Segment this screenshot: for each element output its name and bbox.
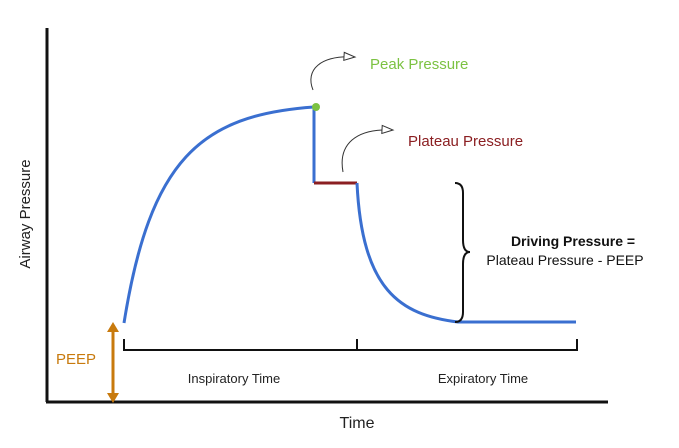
driving-pressure-title: Driving Pressure = — [511, 233, 635, 249]
x-axis-label: Time — [340, 415, 375, 432]
peak-marker — [312, 103, 320, 111]
driving-pressure-brace-icon — [454, 182, 471, 323]
peak-pressure-label: Peak Pressure — [370, 56, 468, 73]
inspiratory-curve — [122, 105, 315, 324]
peak-arrow-icon — [310, 51, 357, 91]
peep-label: PEEP — [56, 351, 96, 368]
driving-pressure-formula: Plateau Pressure - PEEP — [486, 252, 643, 268]
y-axis-label: Airway Pressure — [17, 159, 34, 268]
inspiratory-time-label: Inspiratory Time — [188, 371, 280, 386]
expiratory-curve — [355, 182, 576, 324]
peep-arrow-top-icon — [107, 322, 119, 332]
plateau-arrow-icon — [341, 124, 395, 173]
peep-arrow-bottom-icon — [107, 393, 119, 403]
expiratory-time-label: Expiratory Time — [438, 371, 528, 386]
plateau-pressure-label: Plateau Pressure — [408, 133, 523, 150]
